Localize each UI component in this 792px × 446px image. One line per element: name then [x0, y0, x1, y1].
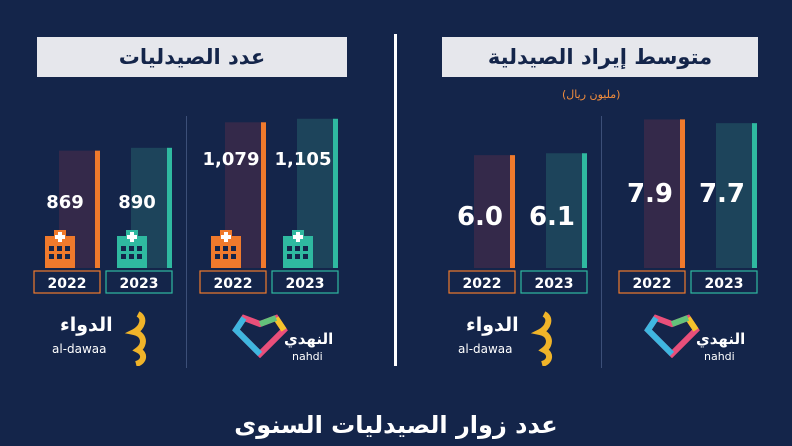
- hospital-window-3-1-0: [287, 254, 292, 259]
- hospital-cross-h-3: [293, 235, 303, 239]
- year-box-1-1: [520, 270, 588, 294]
- hospital-window-3-0-1: [295, 246, 300, 251]
- hospital-cross-h-2: [221, 235, 231, 239]
- pharmacy-count-title: عدد الصيدليات: [37, 37, 347, 77]
- avg-revenue-title: متوسط إيراد الصيدلية: [442, 37, 758, 77]
- hospital-window-1-1-0: [121, 254, 126, 259]
- year-box-0-2: [199, 270, 267, 294]
- hospital-window-2-0-2: [231, 246, 236, 251]
- center-divider: [394, 34, 397, 366]
- bar-accent-1-al-dawaa-2022: [510, 155, 515, 268]
- hospital-window-0-1-1: [57, 254, 62, 259]
- hospital-window-0-1-0: [49, 254, 54, 259]
- year-label-1-1: 2023: [535, 276, 574, 292]
- year-label-1-0: 2022: [463, 276, 502, 292]
- aldawaa-english-name-2: al-dawaa: [458, 342, 513, 356]
- bar-1-al-dawaa-2022: [474, 155, 512, 268]
- value-label-1-0: 6.0: [457, 202, 503, 232]
- hospital-cross-h-0: [55, 235, 65, 239]
- value-label-1-2: 7.9: [627, 179, 673, 209]
- year-box-1-2: [618, 270, 686, 294]
- hospital-window-1-1-1: [129, 254, 134, 259]
- value-label-1-1: 6.1: [529, 202, 575, 232]
- year-box-1-0: [448, 270, 516, 294]
- aldawaa-mark-icon-2: [530, 311, 552, 367]
- aldawaa-logo: الدواء al-dawaa: [52, 308, 162, 367]
- hospital-window-0-1-2: [65, 254, 70, 259]
- hospital-window-1-1-2: [137, 254, 142, 259]
- right-inner-divider: [601, 116, 602, 368]
- bar-accent-1-nahdi-2022: [680, 119, 685, 269]
- hospital-window-1-0-0: [121, 246, 126, 251]
- nahdi-arabic-name: النهدي: [284, 330, 334, 348]
- hospital-window-3-0-2: [303, 246, 308, 251]
- bar-accent-1-al-dawaa-2023: [582, 153, 587, 268]
- bar-accent-0-al-dawaa-2022: [95, 150, 100, 268]
- hospital-window-2-0-1: [223, 246, 228, 251]
- bar-accent-0-nahdi-2022: [261, 122, 266, 269]
- value-label-0-0: 869: [46, 192, 84, 213]
- aldawaa-english-name: al-dawaa: [52, 342, 107, 356]
- hospital-window-3-1-1: [295, 254, 300, 259]
- year-label-1-3: 2023: [705, 276, 744, 292]
- hospital-window-1-0-2: [137, 246, 142, 251]
- hospital-window-3-1-2: [303, 254, 308, 259]
- nahdi-english-name: nahdi: [292, 350, 323, 363]
- year-label-0-2: 2022: [214, 276, 253, 292]
- value-label-0-1: 890: [118, 192, 156, 213]
- bar-accent-1-nahdi-2023: [752, 123, 757, 269]
- unit-note: (مليون ريال): [562, 88, 621, 101]
- bar-1-nahdi-2023: [716, 123, 754, 269]
- aldawaa-arabic-name-2: الدواء: [466, 314, 519, 336]
- bar-1-al-dawaa-2023: [546, 153, 584, 268]
- hospital-window-0-0-2: [65, 246, 70, 251]
- nahdi-logo-2: النهدي nahdi: [638, 306, 758, 368]
- aldawaa-logo-2: الدواء al-dawaa: [458, 308, 568, 367]
- nahdi-logo: النهدي nahdi: [226, 306, 346, 368]
- bar-accent-0-nahdi-2023: [333, 118, 338, 269]
- hospital-window-2-0-0: [215, 246, 220, 251]
- hospital-cross-h-1: [127, 235, 137, 239]
- year-label-0-1: 2023: [120, 276, 159, 292]
- nahdi-heart-icon: [232, 314, 288, 358]
- hospital-window-0-0-0: [49, 246, 54, 251]
- value-label-0-3: 1,105: [275, 149, 332, 170]
- bar-1-nahdi-2022: [644, 119, 682, 269]
- bar-accent-0-al-dawaa-2023: [167, 147, 172, 268]
- year-label-0-0: 2022: [48, 276, 87, 292]
- year-box-0-3: [271, 270, 339, 294]
- nahdi-heart-icon-2: [644, 314, 700, 358]
- hospital-window-3-0-0: [287, 246, 292, 251]
- hospital-window-2-1-2: [231, 254, 236, 259]
- year-box-0-0: [33, 270, 101, 294]
- left-inner-divider: [186, 116, 187, 368]
- hospital-window-0-0-1: [57, 246, 62, 251]
- value-label-0-2: 1,079: [203, 149, 260, 170]
- year-label-0-3: 2023: [286, 276, 325, 292]
- hospital-window-2-1-0: [215, 254, 220, 259]
- nahdi-arabic-name-2: النهدي: [696, 330, 746, 348]
- aldawaa-arabic-name: الدواء: [60, 314, 113, 336]
- nahdi-english-name-2: nahdi: [704, 350, 735, 363]
- hospital-window-2-1-1: [223, 254, 228, 259]
- hospital-window-1-0-1: [129, 246, 134, 251]
- year-box-0-1: [105, 270, 173, 294]
- aldawaa-mark-icon: [124, 311, 146, 367]
- bottom-title: عدد زوار الصيدليات السنوى: [234, 411, 558, 439]
- value-label-1-3: 7.7: [699, 179, 745, 209]
- year-box-1-3: [690, 270, 758, 294]
- year-label-1-2: 2022: [633, 276, 672, 292]
